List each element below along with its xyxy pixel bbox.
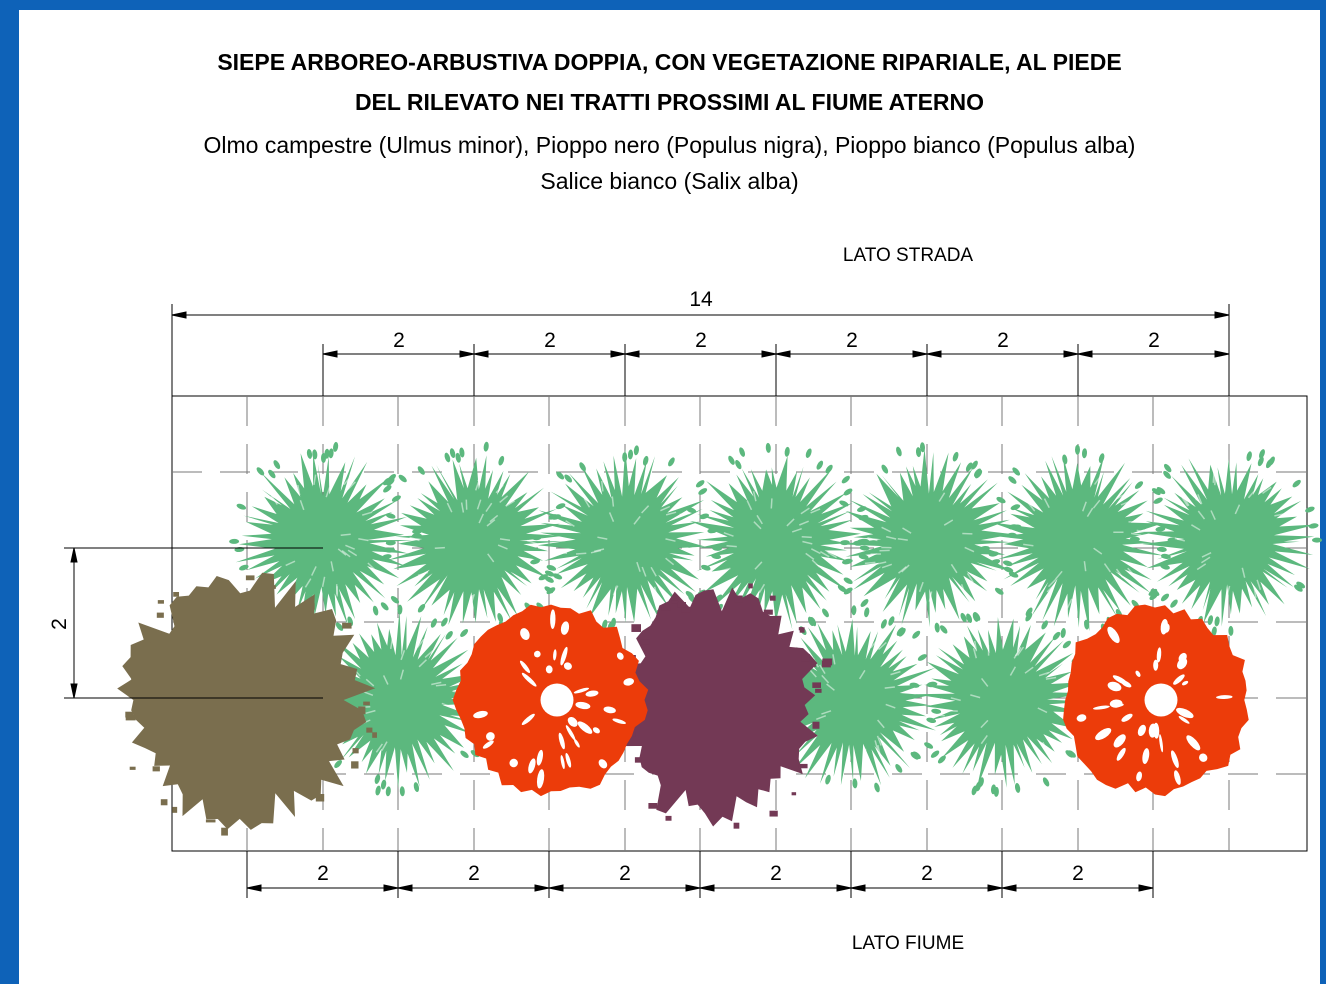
- total-length-label: 14: [689, 288, 713, 311]
- shrub-crown: [684, 442, 870, 630]
- shrub-crown: [839, 442, 1022, 633]
- top-spacing-label: 2: [1148, 329, 1160, 352]
- title-line-2: DEL RILEVATO NEI TRATTI PROSSIMI AL FIUM…: [354, 89, 985, 115]
- shrub-crown: [754, 605, 942, 793]
- bottom-spacing-label: 2: [921, 862, 933, 885]
- top-spacing-label: 2: [544, 329, 556, 352]
- pioppo-crown: [452, 604, 649, 797]
- top-spacing-label: 2: [393, 329, 405, 352]
- plant-layer: [117, 441, 1322, 836]
- top-spacing-label: 2: [695, 329, 707, 352]
- row-spacing-label: 2: [48, 618, 71, 630]
- bottom-spacing-label: 2: [468, 862, 480, 885]
- bottom-spacing-label: 2: [770, 862, 782, 885]
- road-side-label: LATO STRADA: [843, 245, 974, 266]
- olmo-crown: [117, 572, 377, 836]
- bottom-spacing-label: 2: [317, 862, 329, 885]
- river-side-label: LATO FIUME: [852, 933, 964, 954]
- species-line-1: Olmo campestre (Ulmus minor), Pioppo ner…: [203, 132, 1136, 158]
- plot-outline: [171, 395, 1308, 852]
- title-line-1: SIEPE ARBOREO-ARBUSTIVA DOPPIA, CON VEGE…: [217, 49, 1122, 75]
- salice-crown: [615, 583, 833, 829]
- frame-left-border: [0, 0, 19, 984]
- dimension-lines: [64, 304, 1230, 898]
- pioppo-crown: [1063, 604, 1249, 797]
- frame-right-border: [1320, 0, 1326, 984]
- shrub-crown: [229, 441, 423, 637]
- bottom-spacing-label: 2: [1072, 862, 1084, 885]
- shrub-crown: [1129, 449, 1322, 637]
- top-spacing-label: 2: [997, 329, 1009, 352]
- bottom-spacing-label: 2: [619, 862, 631, 885]
- frame-top-border: [0, 0, 1326, 10]
- species-line-2: Salice bianco (Salix alba): [540, 168, 799, 194]
- top-spacing-label: 2: [846, 329, 858, 352]
